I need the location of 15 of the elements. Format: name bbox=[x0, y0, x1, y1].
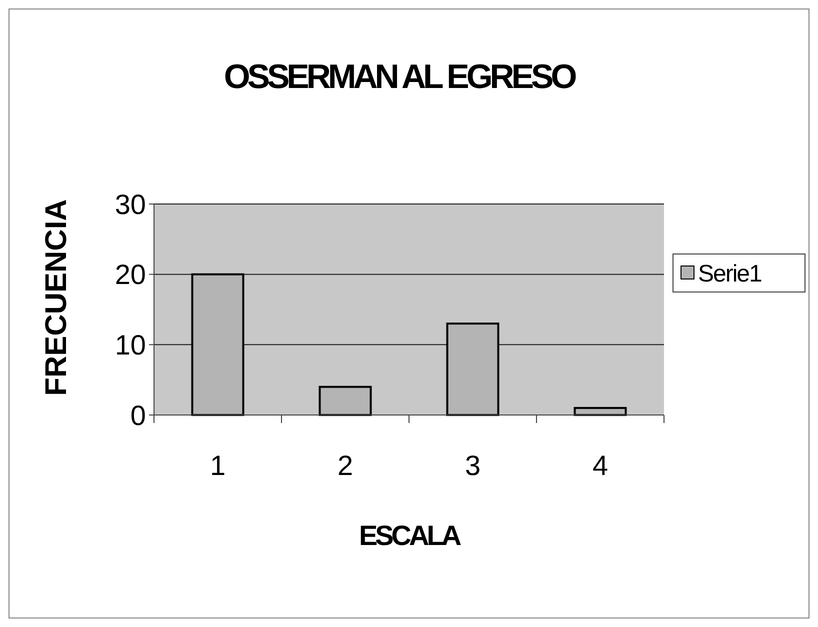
bar bbox=[446, 322, 500, 416]
bar bbox=[191, 273, 244, 416]
chart-title: OSSERMAN AL EGRESO bbox=[224, 58, 577, 96]
x-tick-label: 2 bbox=[337, 450, 354, 481]
y-tick-label: 0 bbox=[130, 400, 146, 431]
x-tick-label: 3 bbox=[464, 450, 481, 481]
x-tick-label: 1 bbox=[210, 450, 226, 481]
y-axis-title: FRECUENCIA bbox=[40, 199, 73, 396]
y-tick-label: 30 bbox=[114, 188, 146, 220]
y-tick-label: 20 bbox=[114, 259, 146, 290]
x-axis-title: ESCALA bbox=[358, 520, 462, 551]
x-tick-label: 4 bbox=[592, 450, 608, 481]
y-tick-label: 10 bbox=[114, 329, 146, 360]
bar bbox=[318, 386, 372, 416]
legend-label: Serie1 bbox=[698, 260, 762, 288]
